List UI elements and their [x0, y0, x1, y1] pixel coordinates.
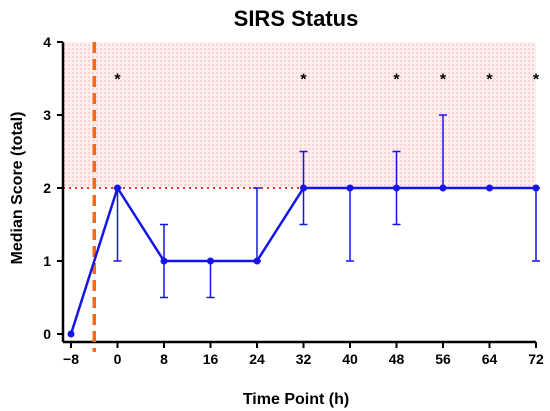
- plot-area: 0 1 2 3 4 −8 0 8 16 24 32 40 48 56 64 72 * * * * * *: [43, 34, 544, 367]
- y-tick-label: 0: [43, 326, 51, 342]
- significance-marker: *: [300, 72, 307, 89]
- x-tick-label: 48: [389, 351, 405, 367]
- x-tick-label: 0: [114, 351, 122, 367]
- x-tick-label: 8: [160, 351, 168, 367]
- x-tick-label: −8: [63, 351, 79, 367]
- chart-title: SIRS Status: [234, 6, 359, 31]
- data-point: [160, 257, 168, 265]
- x-tick-label: 16: [203, 351, 219, 367]
- data-point: [532, 184, 540, 192]
- x-tick-label: 72: [528, 351, 544, 367]
- y-tick-label: 4: [43, 34, 51, 50]
- significance-marker: *: [393, 72, 400, 89]
- y-tick-label: 2: [43, 180, 51, 196]
- data-point: [439, 184, 447, 192]
- significance-marker: *: [533, 72, 540, 89]
- significance-marker: *: [486, 72, 493, 89]
- x-axis-label: Time Point (h): [243, 391, 349, 408]
- y-axis-label: Median Score (total): [9, 112, 26, 265]
- shaded-region-dots: [63, 42, 536, 188]
- y-tick-label: 3: [43, 107, 51, 123]
- x-tick-label: 56: [435, 351, 451, 367]
- significance-marker: *: [114, 72, 121, 89]
- data-point: [207, 257, 214, 265]
- x-tick-label: 24: [249, 351, 265, 367]
- data-point: [393, 184, 400, 192]
- y-tick-label: 1: [43, 253, 51, 269]
- data-point: [300, 184, 307, 192]
- data-point: [346, 184, 354, 192]
- x-tick-label: 40: [342, 351, 358, 367]
- data-point: [253, 257, 261, 265]
- data-point: [67, 330, 75, 338]
- data-point: [114, 184, 121, 192]
- x-tick-label: 32: [296, 351, 312, 367]
- significance-marker: *: [440, 72, 447, 89]
- data-point: [486, 184, 493, 192]
- x-tick-label: 64: [482, 351, 498, 367]
